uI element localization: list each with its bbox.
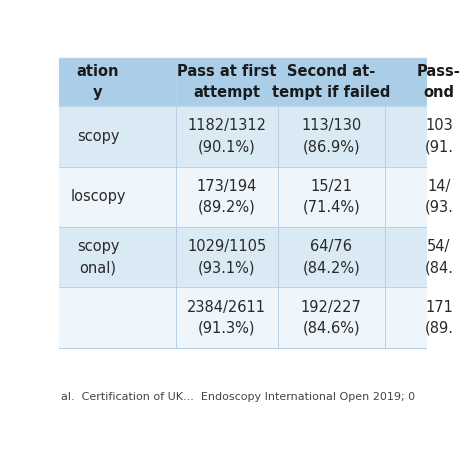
Bar [59, 227, 427, 288]
Text: 1029/1105
(93.1%): 1029/1105 (93.1%) [187, 239, 266, 275]
Text: loscopy: loscopy [70, 189, 126, 204]
Text: Pass at first
attempt: Pass at first attempt [177, 64, 276, 100]
Text: 64/76
(84.2%): 64/76 (84.2%) [302, 239, 360, 275]
Text: scopy
onal): scopy onal) [77, 239, 119, 275]
Text: al.  Certification of UK...  Endoscopy International Open 2019; 0: al. Certification of UK... Endoscopy Int… [61, 392, 415, 402]
Text: Pass-
ond: Pass- ond [417, 64, 461, 100]
Text: 173/194
(89.2%): 173/194 (89.2%) [196, 179, 257, 215]
Bar [59, 166, 427, 227]
Text: 113/130
(86.9%): 113/130 (86.9%) [301, 118, 361, 155]
Text: 15/21
(71.4%): 15/21 (71.4%) [302, 179, 360, 215]
Text: ation
y: ation y [77, 64, 119, 100]
Text: Second at-
tempt if failed: Second at- tempt if failed [272, 64, 391, 100]
Text: 2384/2611
(91.3%): 2384/2611 (91.3%) [187, 300, 266, 336]
Bar [59, 288, 427, 348]
Text: scopy: scopy [77, 129, 119, 144]
Text: 171
(89.: 171 (89. [425, 300, 454, 336]
Text: 54/
(84.: 54/ (84. [425, 239, 454, 275]
Text: 103
(91.: 103 (91. [425, 118, 454, 155]
Text: 192/227
(84.6%): 192/227 (84.6%) [301, 300, 362, 336]
Bar [59, 106, 427, 166]
Text: 14/
(93.: 14/ (93. [425, 179, 454, 215]
Bar [59, 58, 427, 106]
Text: 1182/1312
(90.1%): 1182/1312 (90.1%) [187, 118, 266, 155]
